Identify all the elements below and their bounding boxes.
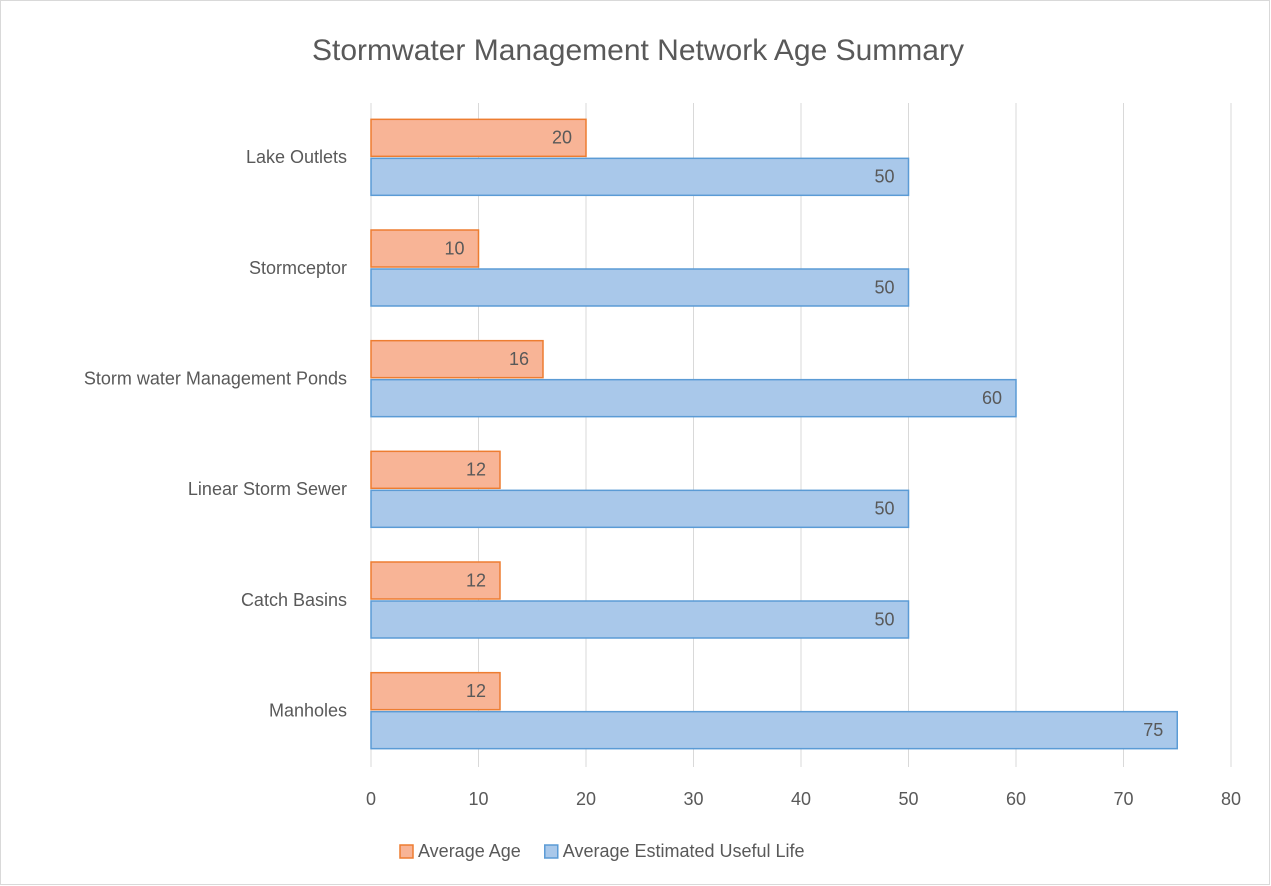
- value-label: 10: [444, 238, 464, 258]
- bar: [370, 489, 910, 529]
- bar: [370, 450, 501, 490]
- x-tick-label: 70: [1113, 789, 1133, 809]
- legend-swatch: [544, 844, 559, 859]
- value-label: 75: [1143, 720, 1163, 740]
- chart-title: Stormwater Management Network Age Summar…: [312, 34, 964, 67]
- x-tick-label: 40: [791, 789, 811, 809]
- y-tick-label: Storm water Management Ponds: [84, 368, 347, 388]
- bar: [370, 600, 910, 639]
- value-label: 50: [874, 609, 894, 629]
- bar: [370, 378, 1017, 418]
- value-label: 50: [874, 499, 894, 519]
- value-label: 16: [509, 349, 529, 369]
- x-tick-label: 10: [468, 789, 488, 809]
- x-tick-label: 80: [1221, 789, 1241, 809]
- y-tick-label: Catch Basins: [241, 590, 347, 610]
- value-label: 12: [466, 570, 486, 590]
- x-tick-label: 50: [898, 789, 918, 809]
- legend-label: Average Estimated Useful Life: [563, 841, 805, 861]
- legend-swatch: [399, 844, 414, 859]
- x-tick-label: 0: [366, 789, 376, 809]
- bar: [370, 561, 501, 600]
- value-label: 20: [552, 128, 572, 148]
- y-tick-label: Stormceptor: [249, 258, 347, 278]
- bar: [370, 339, 544, 379]
- legend-label: Average Age: [418, 841, 521, 861]
- bar: [370, 710, 1178, 750]
- bar: [370, 157, 910, 197]
- x-tick-label: 30: [683, 789, 703, 809]
- value-label: 50: [874, 277, 894, 297]
- x-tick-label: 60: [1006, 789, 1026, 809]
- y-tick-label: Lake Outlets: [246, 147, 347, 167]
- y-tick-label: Linear Storm Sewer: [188, 479, 347, 499]
- bar: [370, 118, 587, 158]
- y-tick-label: Manholes: [269, 700, 347, 720]
- bar: [370, 268, 910, 307]
- value-label: 12: [466, 681, 486, 701]
- value-label: 12: [466, 460, 486, 480]
- value-label: 50: [874, 167, 894, 187]
- bar: [370, 229, 480, 268]
- bar: [370, 671, 501, 711]
- value-label: 60: [982, 388, 1002, 408]
- x-tick-label: 20: [576, 789, 596, 809]
